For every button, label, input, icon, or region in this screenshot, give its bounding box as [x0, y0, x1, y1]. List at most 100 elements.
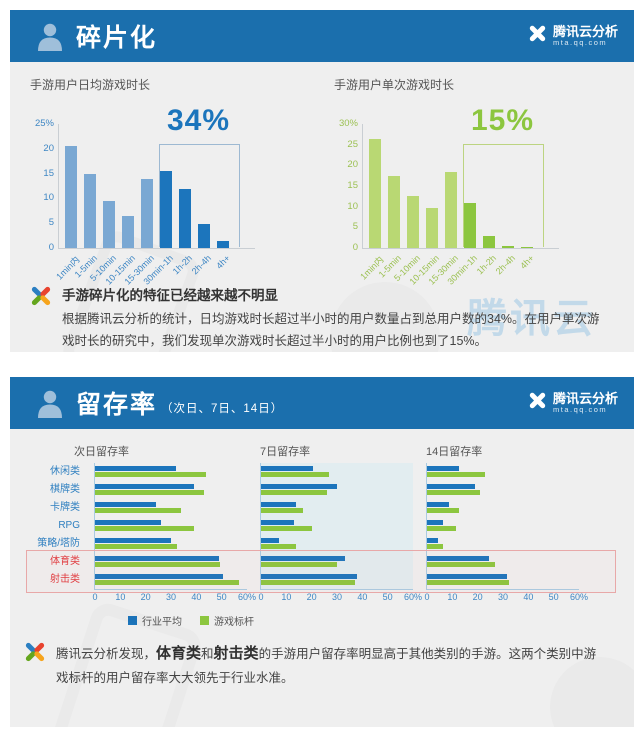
legend: 行业平均 游戏标杆 [128, 613, 620, 628]
bar-industry [261, 538, 279, 543]
note-bold-sports: 体育类 [156, 645, 202, 662]
y-axis-tick: 20 [43, 142, 54, 154]
bar-industry [427, 538, 439, 543]
bar-benchmark [95, 490, 204, 495]
x-axis-tick: 20 [472, 592, 483, 602]
brand-domain: mta.qq.com [552, 38, 608, 48]
chart-title: 手游用户日均游戏时长 [30, 78, 151, 92]
note-body: 腾讯云分析发现，体育类和射击类的手游用户留存率明显高于其他类别的手游。这两个类别… [56, 640, 604, 690]
brand-logo: 腾讯云分析 mta.qq.com [528, 391, 618, 415]
bar-industry [261, 466, 313, 471]
x-axis-label: 1h-2h [170, 253, 195, 277]
note-body: 根据腾讯云分析的统计，日均游戏时长超过半小时的用户数量占到总用户数的34%。在用… [62, 312, 600, 348]
legend-swatch [128, 616, 137, 625]
bar-benchmark [427, 508, 459, 513]
person-icon [36, 388, 64, 418]
x-axis-tick: 60% [569, 592, 589, 602]
bar-industry [427, 574, 507, 579]
chart-day7-retention: 7日留存率 0 10 20 30 40 50 60% [258, 443, 422, 607]
brand-name: 腾讯云分析 [552, 23, 618, 39]
bar [426, 207, 438, 248]
y-axis-tick: 10 [347, 200, 358, 212]
bar-industry [261, 574, 358, 579]
legend-swatch [200, 616, 209, 625]
bar [217, 240, 229, 248]
bar [407, 196, 419, 248]
x-axis-label: 2h-4h [493, 253, 518, 277]
bar-industry [95, 484, 194, 489]
x-axis-tick: 20 [306, 592, 317, 602]
bar [483, 235, 495, 248]
chart-title: 手游用户单次游戏时长 [334, 78, 455, 92]
bar-industry [261, 556, 345, 561]
x-axis-label: 4h+ [214, 253, 233, 271]
bar-benchmark [95, 508, 182, 513]
note-text: 腾讯云分析发现， [56, 647, 157, 661]
bar [84, 173, 96, 248]
bar-industry [427, 484, 476, 489]
day7-retention-plot: 0 10 20 30 40 50 60% [258, 463, 422, 602]
callout-bracket [463, 144, 544, 247]
fragmentation-charts: 手游用户日均游戏时长 0 5 10 15 20 25% 1min内 1-5min 5-10min… [30, 76, 614, 287]
x-axis-tick: 20 [140, 592, 151, 602]
x-axis-tick: 10 [447, 592, 458, 602]
bar-industry [427, 556, 490, 561]
fragmentation-note: 手游碎片化的特征已经越来越不明显 根据腾讯云分析的统计，日均游戏时长超过半小时的… [30, 284, 614, 352]
y-axis-tick: 5 [352, 221, 358, 233]
y-axis-tick: 25% [34, 118, 54, 129]
retention-note: 腾讯云分析发现，体育类和射击类的手游用户留存率明显高于其他类别的手游。这两个类别… [24, 640, 620, 690]
note-bold-shooting: 射击类 [213, 645, 259, 662]
x-axis-tick: 30 [165, 592, 177, 602]
category-label: 卡牌类 [50, 502, 80, 513]
bar-benchmark [427, 562, 496, 567]
retention-charts: 休闲类 棋牌类 卡牌类 RPG 策略/塔防 体育类 射击类 次日留存率 0 10 20 30 40 5… [24, 443, 620, 607]
bar-benchmark [427, 580, 510, 585]
legend-label: 游戏标杆 [214, 617, 254, 628]
bar-benchmark [261, 472, 330, 477]
x-axis-tick: 50 [382, 592, 393, 602]
x-axis-tick: 10 [115, 592, 126, 602]
bar [445, 171, 457, 248]
panel-title: 留存率 [76, 391, 158, 419]
bar-industry [261, 520, 294, 525]
bar-benchmark [95, 472, 207, 477]
callout-value: 15% [470, 104, 535, 137]
category-label: 体育类 [50, 556, 80, 567]
retention-header: 留存率 （次日、7日、14日） 腾讯云分析 mta.qq.com [10, 377, 634, 429]
plot-area [58, 124, 255, 249]
x-axis-tick: 0 [92, 592, 98, 602]
bar [369, 139, 381, 248]
bar [198, 224, 210, 248]
x-axis-label: 4h+ [518, 253, 537, 271]
callout-bracket [159, 144, 240, 247]
bar-industry [95, 538, 171, 543]
bar [179, 189, 191, 248]
bar [122, 215, 134, 248]
category-label: 休闲类 [50, 466, 80, 477]
category-label: RPG [58, 520, 80, 531]
x-axis-tick: 30 [497, 592, 509, 602]
bar-benchmark [95, 562, 221, 567]
retention-card: 留存率 （次日、7日、14日） 腾讯云分析 mta.qq.com 休闲类棋牌类卡… [10, 377, 634, 727]
bar [103, 200, 115, 248]
chart-title: 7日留存率 [260, 446, 311, 458]
y-axis-tick: 5 [48, 217, 54, 229]
category-label: 策略/塔防 [37, 538, 80, 549]
legend-item: 行业平均 [128, 613, 182, 628]
y-axis-tick: 20 [347, 159, 358, 171]
chart-daily-playtime: 手游用户日均游戏时长 0 5 10 15 20 25% 1min内 1-5min 5-10min… [30, 76, 310, 287]
session-playtime-bar-chart: 0 5 10 15 20 25 30% 1min内 1-5min 5-10min 10-15min 1… [334, 94, 614, 287]
x-axis-tick: 50 [548, 592, 559, 602]
x-axis-label: 1h-2h [474, 253, 499, 277]
y-axis-tick: 15 [43, 167, 54, 179]
x-axis-tick: 0 [258, 592, 264, 602]
bar-benchmark [261, 544, 297, 549]
mta-pinwheel-icon [30, 285, 52, 307]
x-axis-tick: 30 [331, 592, 343, 602]
y-axis-tick: 25 [347, 138, 358, 150]
x-axis-tick: 40 [357, 592, 368, 602]
bar-industry [261, 502, 297, 507]
category-label: 棋牌类 [50, 484, 80, 495]
panel-title-suffix: （次日、7日、14日） [161, 403, 284, 415]
daily-playtime-bar-chart: 0 5 10 15 20 25% 1min内 1-5min 5-10min 10-15min 15-… [30, 94, 310, 287]
